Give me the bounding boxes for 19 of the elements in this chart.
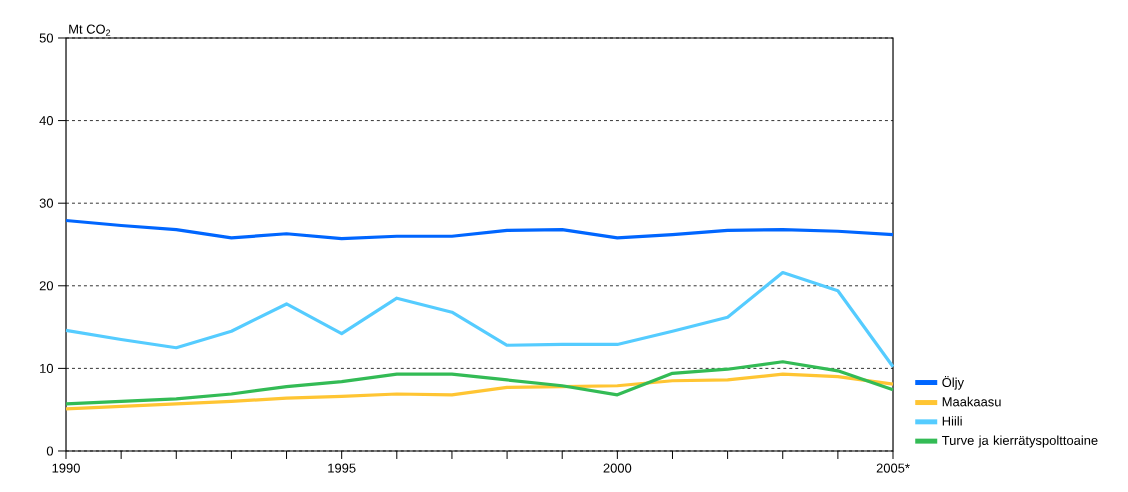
line-series [64,270,895,369]
x-tick-label: 1995 [328,463,356,473]
x-tick-label: 1990 [52,463,80,473]
x-tick-label: 2005* [876,463,910,473]
y-tick-label: 20 [39,281,54,291]
y-tick-label: 40 [39,116,54,126]
legend-label: Öljy [942,376,964,390]
y-tick-label: 30 [39,198,54,208]
line-series [64,218,895,241]
y-tick-label: 50 [39,33,54,43]
legend-label: Maakaasu [942,396,1001,407]
line-series [64,360,895,406]
y-tick-label: 0 [46,446,54,456]
x-tick-label: 2000 [603,463,632,473]
y-tick-label: 10 [40,363,54,373]
legend-label: Hiili [942,416,962,426]
legend-label: Turve ja kierrätyspolttoaine [942,435,1098,448]
line-series [64,372,895,411]
y-axis-title: Mt CO$_{2}$ [69,24,111,36]
